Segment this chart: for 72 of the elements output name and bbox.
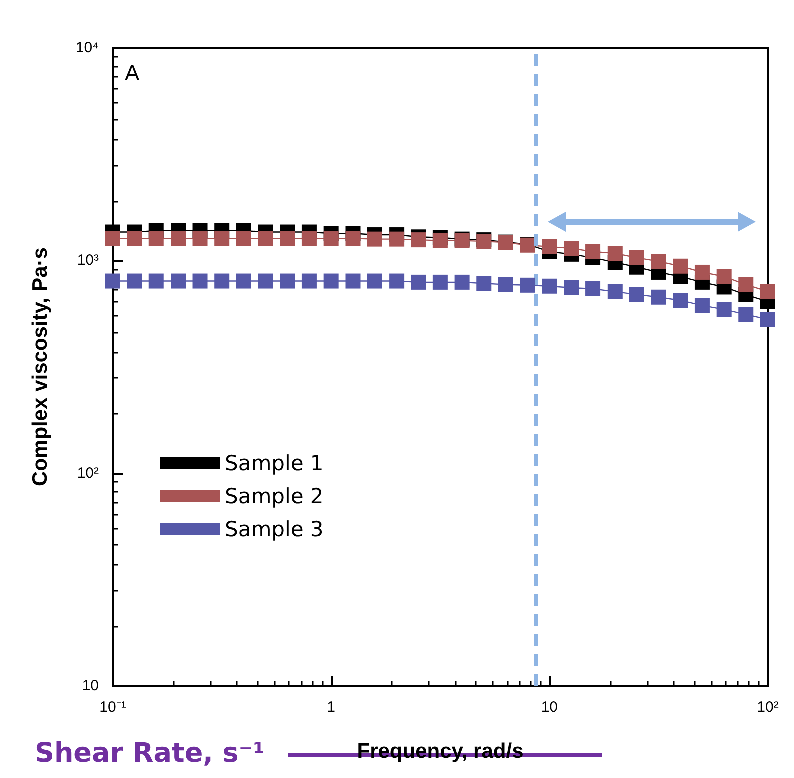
- point: [629, 287, 644, 302]
- point: [302, 231, 317, 246]
- point: [520, 278, 536, 293]
- legend-label: Sample 3: [225, 518, 324, 542]
- y-tick-label: 10²: [77, 464, 99, 482]
- point: [432, 274, 448, 290]
- legend-label: Sample 1: [225, 452, 324, 476]
- y-axis-title: Complex viscosity, Pa·s: [29, 248, 52, 486]
- point: [694, 298, 710, 314]
- legend-label: Sample 2: [225, 484, 324, 508]
- y-tick-label: 10⁴: [76, 40, 99, 56]
- point: [236, 231, 252, 246]
- point: [258, 274, 274, 289]
- point: [148, 231, 164, 246]
- point: [258, 231, 274, 246]
- point: [432, 233, 448, 248]
- point: [192, 231, 208, 246]
- point: [542, 278, 558, 294]
- point: [324, 231, 339, 246]
- point: [673, 258, 688, 274]
- point: [390, 232, 405, 247]
- point: [127, 274, 142, 289]
- point: [280, 231, 296, 246]
- point: [542, 239, 558, 254]
- point: [411, 274, 426, 290]
- point: [106, 231, 120, 246]
- point: [476, 276, 492, 292]
- point: [586, 281, 601, 296]
- text: Shear Rate, s⁻¹: [35, 738, 265, 769]
- x-tick-label: 10: [541, 699, 558, 716]
- point: [738, 307, 754, 322]
- point: [564, 241, 580, 256]
- point: [390, 274, 405, 289]
- point: [564, 280, 580, 296]
- point: [651, 254, 666, 270]
- point: [346, 274, 361, 289]
- x-tick-label: 10⁻¹: [100, 699, 126, 716]
- point: [148, 274, 164, 289]
- point: [716, 302, 732, 318]
- point: [716, 269, 732, 284]
- point: [454, 274, 470, 290]
- point: [498, 277, 514, 292]
- point: [214, 231, 230, 246]
- point: [586, 244, 601, 260]
- y-tick-label: 10³: [77, 252, 99, 270]
- point: [302, 274, 317, 289]
- point: [608, 246, 623, 262]
- point: [651, 290, 666, 305]
- point: [324, 274, 339, 289]
- point: [760, 284, 776, 300]
- point: [106, 274, 120, 289]
- point: [346, 231, 361, 246]
- point: [738, 277, 754, 292]
- point: [760, 312, 776, 328]
- point: [127, 231, 142, 246]
- point: [608, 284, 623, 300]
- x-tick-label: 10²: [757, 699, 779, 716]
- point: [280, 274, 296, 289]
- point: [214, 274, 230, 289]
- y-tick-label: 10: [82, 678, 99, 694]
- point: [694, 264, 710, 280]
- point: [673, 293, 688, 308]
- annotation: A: [125, 60, 140, 86]
- x-tick-label: 1: [327, 699, 336, 716]
- point: [192, 274, 208, 289]
- point: [411, 232, 426, 248]
- point: [171, 231, 186, 246]
- point: [171, 274, 186, 289]
- point: [367, 274, 382, 289]
- point: [236, 274, 252, 289]
- point: [629, 250, 644, 266]
- point: [367, 232, 382, 247]
